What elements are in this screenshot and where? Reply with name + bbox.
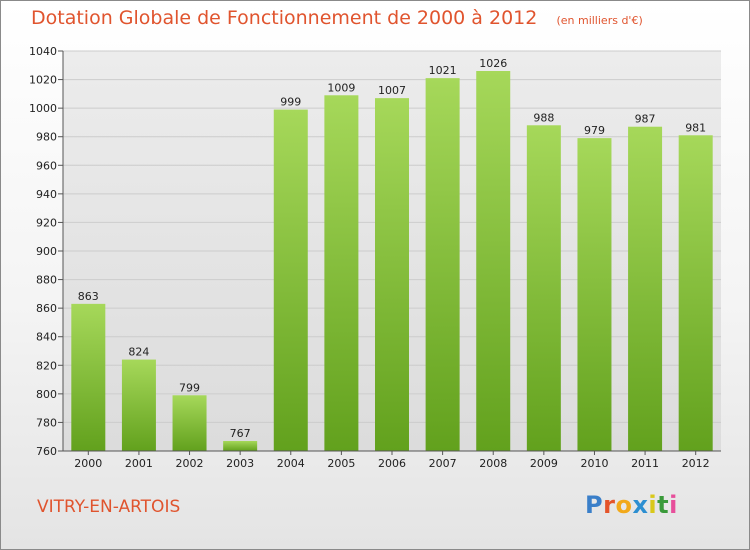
x-axis: 2000 2001 2002 2003 2004 2005 2006 2007 2008 2009… <box>63 450 721 470</box>
x-tick-label: 2005 <box>327 457 355 470</box>
bar-value-label: 988 <box>533 111 554 124</box>
logo-letter: r <box>603 491 616 519</box>
y-tick-label: 780 <box>36 416 57 429</box>
bars: 863 824 799 767 999 1009 1007 1021 1026 988 979 987… <box>71 57 713 452</box>
y-axis: 760 780 800 820 840 860 880 900 920 940 960 980 1000… <box>29 45 64 458</box>
title-row: Dotation Globale de Fonctionnement de 20… <box>31 7 643 29</box>
proxiti-logo[interactable]: Proxiti <box>585 491 678 519</box>
logo-letter: t <box>657 491 670 519</box>
bar-value-label: 987 <box>635 113 656 126</box>
y-tick-label: 920 <box>36 216 57 229</box>
bar-value-label: 863 <box>78 290 99 303</box>
x-tick-label: 2010 <box>580 457 608 470</box>
logo-letter: i <box>669 491 678 519</box>
y-tick-label: 860 <box>36 302 57 315</box>
logo-letter: x <box>632 491 649 519</box>
bar-value-label: 999 <box>280 96 301 109</box>
y-tick-label: 760 <box>36 445 57 458</box>
y-tick-label: 880 <box>36 274 57 287</box>
bar-value-label: 824 <box>128 346 149 359</box>
bar-2000 <box>71 303 106 451</box>
bar-2009 <box>526 125 561 452</box>
x-tick-label: 2000 <box>74 457 102 470</box>
bar-2011 <box>628 126 663 451</box>
bar-value-label: 1021 <box>429 64 457 77</box>
x-tick-label: 2007 <box>429 457 457 470</box>
x-tick-label: 2001 <box>125 457 153 470</box>
y-tick-label: 1020 <box>29 74 57 87</box>
x-tick-label: 2011 <box>631 457 659 470</box>
bar-value-label: 1009 <box>327 81 355 94</box>
bar-2005 <box>324 95 359 452</box>
y-tick-label: 1040 <box>29 45 57 58</box>
logo-letter: P <box>585 491 604 519</box>
x-tick-label: 2008 <box>479 457 507 470</box>
x-tick-label: 2004 <box>277 457 305 470</box>
bar-2010 <box>577 138 612 451</box>
x-tick-label: 2006 <box>378 457 406 470</box>
x-tick-label: 2002 <box>176 457 204 470</box>
y-tick-label: 1000 <box>29 102 57 115</box>
x-tick-label: 2012 <box>682 457 710 470</box>
logo-letter: o <box>615 491 633 519</box>
bar-value-label: 1007 <box>378 84 406 97</box>
y-tick-label: 960 <box>36 159 57 172</box>
bar-value-label: 1026 <box>479 57 507 70</box>
bar-2001 <box>121 359 156 451</box>
y-tick-label: 900 <box>36 245 57 258</box>
commune-name: VITRY-EN-ARTOIS <box>37 497 181 517</box>
bar-2002 <box>172 395 207 451</box>
bar-value-label: 981 <box>685 121 706 134</box>
y-tick-label: 940 <box>36 188 57 201</box>
y-tick-label: 980 <box>36 131 57 144</box>
bar-value-label: 979 <box>584 124 605 137</box>
bar-2004 <box>273 109 308 452</box>
bar-2008 <box>476 71 511 451</box>
bar-2006 <box>375 98 409 452</box>
bar-2003 <box>223 441 258 451</box>
y-tick-label: 820 <box>36 359 57 372</box>
chart-title: Dotation Globale de Fonctionnement de 20… <box>31 7 538 29</box>
y-tick-label: 840 <box>36 331 57 344</box>
bar-value-label: 799 <box>179 381 200 394</box>
bar-2012 <box>678 135 713 452</box>
chart-unit: (en milliers d'€) <box>556 14 643 27</box>
y-tick-label: 800 <box>36 388 57 401</box>
logo-letter: i <box>648 491 658 519</box>
bar-value-label: 767 <box>230 427 251 440</box>
x-tick-label: 2003 <box>226 457 254 470</box>
x-tick-label: 2009 <box>530 457 558 470</box>
bar-2007 <box>425 78 460 452</box>
